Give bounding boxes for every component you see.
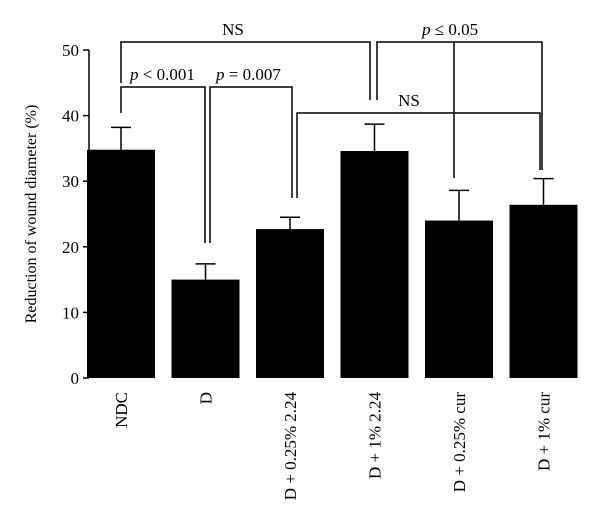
category-label: D [197,392,216,404]
y-tick-label: 30 [62,172,79,191]
bracket-ndc-vs-1-224 [120,41,371,100]
category-labels: NDC D D + 0.25% 2.24 D + 1% 2.24 D + 0.25% c… [112,392,554,501]
y-tick-label: 20 [62,238,79,257]
category-label: D + 1% 2.24 [366,392,385,480]
bracket-025-224-vs-cur [296,112,541,198]
bar [509,204,578,378]
bars [87,149,578,378]
y-tick-label: 0 [71,369,80,388]
y-axis-title: Reduction of wound diameter (%) [23,105,40,324]
bracket-1-224-vs-cur [376,41,543,178]
y-tick-label: 10 [62,303,79,322]
y-tick-label: 40 [62,107,79,126]
y-ticks: 0 10 20 30 40 50 [62,41,89,388]
annotation-ndc-vs-1-224: NS [222,20,244,39]
annotation-025-224-vs-cur: NS [398,91,420,110]
bar [425,220,493,378]
bracket-ndc-vs-d [120,86,206,243]
category-label: D + 0.25% 2.24 [281,392,300,501]
y-tick-label: 50 [62,41,79,60]
bar [340,151,409,378]
bar [256,229,324,378]
bracket-d-vs-025-224 [209,86,293,243]
error-bars [111,123,554,280]
category-label: NDC [112,392,131,428]
bar [171,279,240,378]
y-axis: 0 10 20 30 40 50 [62,41,90,388]
annotation-1-224-vs-cur: p ≤ 0.05 [421,20,478,39]
annotation-d-vs-025-224: p = 0.007 [215,65,281,84]
significance-annotations: p < 0.001 p = 0.007 NS p ≤ 0.05 NS [120,20,543,243]
annotation-ndc-vs-d: p < 0.001 [129,65,195,84]
category-label: D + 1% cur [535,392,554,471]
bar [87,149,155,378]
category-label: D + 0.25% cur [450,392,469,493]
